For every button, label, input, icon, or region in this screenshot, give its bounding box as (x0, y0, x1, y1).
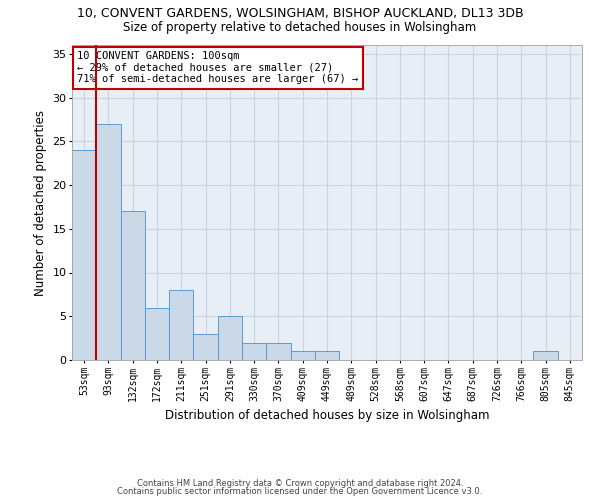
Bar (242, 342, 266, 360)
Bar (315, 351, 339, 360)
Y-axis label: Number of detached properties: Number of detached properties (34, 110, 47, 296)
Text: Contains public sector information licensed under the Open Government Licence v3: Contains public sector information licen… (118, 487, 482, 496)
Text: 10, CONVENT GARDENS, WOLSINGHAM, BISHOP AUCKLAND, DL13 3DB: 10, CONVENT GARDENS, WOLSINGHAM, BISHOP … (77, 8, 523, 20)
Bar (218, 316, 242, 360)
Bar (72, 150, 96, 360)
Bar (145, 308, 169, 360)
Text: 10 CONVENT GARDENS: 100sqm
← 29% of detached houses are smaller (27)
71% of semi: 10 CONVENT GARDENS: 100sqm ← 29% of deta… (77, 52, 358, 84)
Bar (96, 124, 121, 360)
Bar (193, 334, 218, 360)
Bar (121, 211, 145, 360)
Bar (266, 342, 290, 360)
Text: Contains HM Land Registry data © Crown copyright and database right 2024.: Contains HM Land Registry data © Crown c… (137, 478, 463, 488)
Bar (290, 351, 315, 360)
Text: Size of property relative to detached houses in Wolsingham: Size of property relative to detached ho… (124, 21, 476, 34)
Bar (169, 290, 193, 360)
X-axis label: Distribution of detached houses by size in Wolsingham: Distribution of detached houses by size … (165, 409, 489, 422)
Bar (533, 351, 558, 360)
